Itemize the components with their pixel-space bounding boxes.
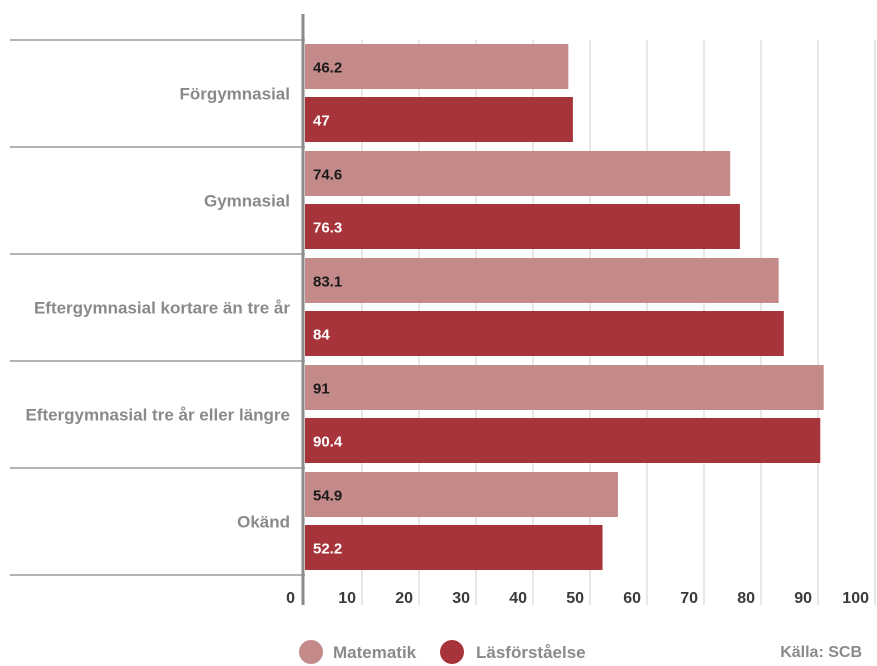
legend-swatch-lasforstaelse	[440, 640, 464, 664]
x-tick-label: 30	[452, 590, 470, 607]
bar	[305, 365, 824, 410]
legend-label-lasforstaelse: Läsförståelse	[476, 643, 586, 662]
x-tick-label: 20	[395, 590, 413, 607]
category-label: Okänd	[237, 513, 290, 532]
legend-swatch-matematik	[299, 640, 323, 664]
data-label: 84	[313, 327, 330, 344]
bar	[305, 258, 779, 303]
data-label: 91	[313, 381, 330, 398]
data-label: 90.4	[313, 434, 343, 451]
legend: Matematik Läsförståelse	[299, 640, 586, 664]
category-label: Eftergymnasial tre år eller längre	[25, 406, 290, 425]
x-tick-label: 40	[509, 590, 527, 607]
data-label: 74.6	[313, 167, 342, 184]
bar	[305, 44, 569, 89]
legend-label-matematik: Matematik	[333, 643, 417, 662]
bars	[305, 44, 824, 570]
source-note: Källa: SCB	[780, 644, 862, 661]
bar	[305, 311, 784, 356]
bar	[305, 204, 740, 249]
data-label: 83.1	[313, 274, 342, 291]
bar	[305, 472, 618, 517]
data-label: 52.2	[313, 541, 342, 558]
bar	[305, 418, 821, 463]
data-label: 47	[313, 113, 330, 130]
category-label: Gymnasial	[204, 192, 290, 211]
x-tick-label: 100	[842, 590, 869, 607]
x-tick-label: 60	[623, 590, 641, 607]
x-tick-label: 80	[737, 590, 755, 607]
x-tick-label: 70	[680, 590, 698, 607]
bar	[305, 151, 731, 196]
category-label: Förgymnasial	[179, 85, 290, 104]
data-label: 76.3	[313, 220, 342, 237]
category-separators	[10, 39, 305, 576]
bar	[305, 525, 603, 570]
labels: Förgymnasial 46.2 47 Gymnasial 74.6 76.3 Efter…	[25, 60, 869, 608]
x-tick-label: 10	[338, 590, 356, 607]
category-label: Eftergymnasial kortare än tre år	[34, 299, 290, 318]
x-tick-label: 90	[794, 590, 812, 607]
bar	[305, 97, 573, 142]
data-label: 46.2	[313, 60, 342, 77]
data-label: 54.9	[313, 488, 342, 505]
x-tick-label: 50	[566, 590, 584, 607]
x-tick-label: 0	[286, 590, 295, 607]
